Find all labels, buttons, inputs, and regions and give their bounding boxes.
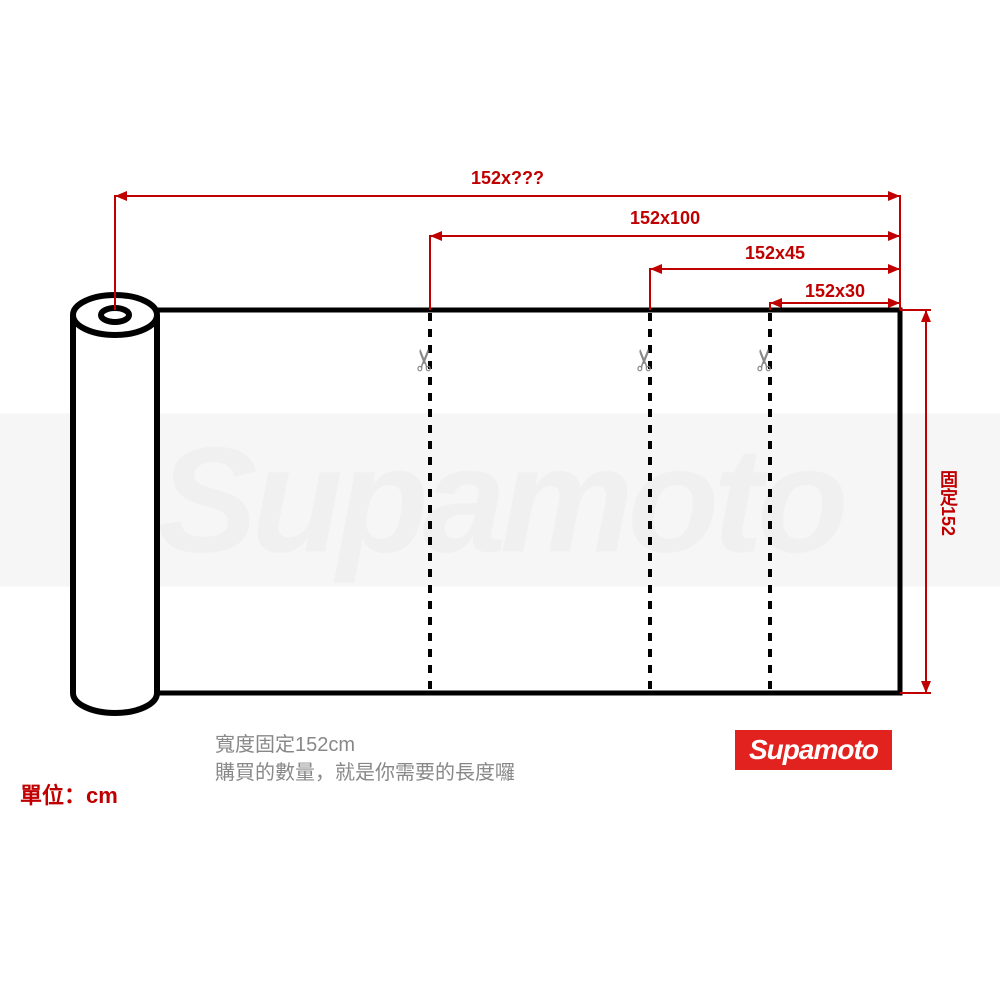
svg-text:✂: ✂ bbox=[749, 347, 782, 372]
svg-text:✂: ✂ bbox=[409, 347, 442, 372]
svg-text:✂: ✂ bbox=[629, 347, 662, 372]
roll-diagram: ✂ ✂ ✂ bbox=[0, 0, 1000, 1000]
